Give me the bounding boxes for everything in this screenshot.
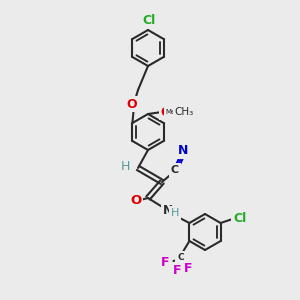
Text: N: N: [163, 203, 173, 217]
Text: N: N: [178, 145, 188, 158]
Text: C: C: [177, 253, 184, 262]
Text: O: O: [161, 106, 171, 118]
Text: C: C: [171, 165, 179, 175]
Text: H: H: [171, 208, 179, 218]
Text: H: H: [120, 160, 130, 173]
Text: F: F: [173, 265, 182, 278]
Text: Cl: Cl: [233, 212, 246, 224]
Text: Methyl: Methyl: [165, 109, 189, 115]
Text: Cl: Cl: [142, 14, 156, 28]
Text: O: O: [127, 98, 137, 110]
Text: F: F: [184, 262, 193, 275]
Text: CH₃: CH₃: [174, 107, 193, 117]
Text: O: O: [130, 194, 142, 206]
Text: F: F: [161, 256, 170, 268]
